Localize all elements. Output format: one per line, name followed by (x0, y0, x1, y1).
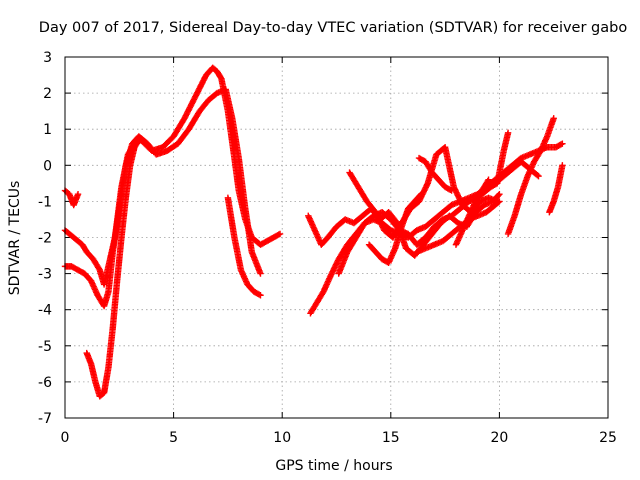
y-axis-label: SDTVAR / TECUs (7, 181, 23, 296)
data-point (485, 176, 492, 183)
y-tick-label: 2 (43, 86, 52, 102)
x-tick-label: 0 (61, 430, 70, 446)
data-point (535, 172, 542, 180)
series-track-d (83, 136, 143, 400)
data-point (135, 136, 143, 144)
x-tick-label: 5 (169, 430, 178, 446)
x-axis-label: GPS time / hours (275, 458, 392, 474)
data-point (557, 141, 565, 148)
y-tick-label: -5 (38, 339, 52, 355)
series-track-m (452, 176, 492, 248)
data-point (417, 192, 424, 199)
y-tick-label: -1 (38, 194, 52, 210)
data-point (255, 291, 263, 298)
data-point (559, 140, 566, 147)
data-point (275, 231, 282, 238)
y-tick-labels: 3 2 1 0 -1 -2 -3 -4 -5 -6 -7 (38, 50, 52, 427)
data-point (447, 186, 454, 194)
x-tick-labels: 0 5 10 15 20 25 (61, 430, 617, 446)
data-point (74, 190, 82, 198)
x-tick-label: 15 (382, 430, 400, 446)
series-track-b (61, 86, 264, 310)
series-track-p (546, 162, 566, 216)
data-point (448, 187, 455, 194)
data-point (534, 172, 541, 179)
data-point (134, 138, 142, 145)
y-tick-label: 0 (43, 158, 52, 174)
data-point (504, 129, 512, 137)
grid-lines (65, 57, 608, 418)
data-point (257, 270, 264, 277)
y-tick-label: -6 (38, 375, 52, 391)
y-tick-label: -7 (38, 411, 52, 427)
x-tick-label: 20 (490, 430, 508, 446)
chart-title: Day 007 of 2017, Sidereal Day-to-day VTE… (39, 20, 628, 36)
data-point (496, 198, 503, 205)
data-point (257, 292, 264, 299)
data-point (276, 230, 284, 238)
y-tick-label: -4 (38, 303, 52, 319)
data-point (559, 162, 566, 169)
series-track-e (224, 194, 264, 299)
y-tick-label: -3 (38, 267, 52, 283)
series-track-o (504, 115, 557, 238)
data-point (550, 115, 557, 122)
data-point (484, 177, 491, 185)
y-tick-label: -2 (38, 231, 52, 247)
data-point (495, 199, 502, 206)
data-point (495, 192, 502, 199)
y-tick-label: 3 (43, 50, 52, 66)
data-point (496, 190, 503, 198)
series-track-j (365, 190, 425, 266)
data-points (61, 64, 566, 400)
x-tick-label: 10 (273, 430, 291, 446)
data-point (418, 190, 425, 198)
series-track-n (487, 129, 512, 191)
y-tick-label: 1 (43, 122, 52, 138)
x-tick-label: 25 (599, 430, 617, 446)
plot-frame (64, 56, 609, 419)
series-track-l (415, 154, 455, 194)
